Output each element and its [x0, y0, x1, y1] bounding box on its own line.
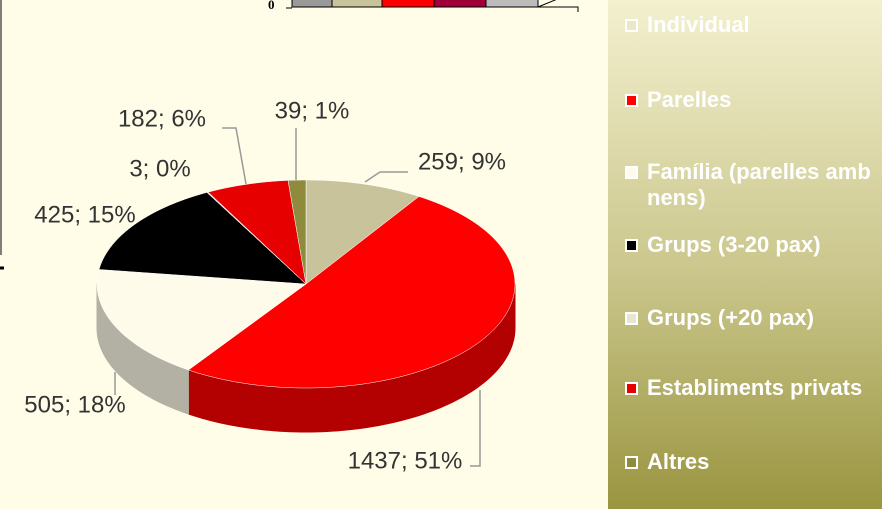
data-label: 259; 9% [418, 148, 506, 175]
partial-chart: 0 [268, 0, 579, 12]
data-label: 39; 1% [275, 97, 350, 124]
legend-label: Família (parelles amb nens) [647, 159, 871, 210]
leader-line [222, 127, 247, 185]
legend-label: Altres [647, 449, 710, 474]
legend-marker [625, 382, 638, 395]
slice [98, 192, 307, 285]
axis-tick-label: 0 [268, 0, 275, 12]
slice [207, 180, 307, 285]
legend-marker [625, 94, 638, 107]
legend-marker [625, 456, 638, 469]
leader-line [364, 171, 408, 183]
data-label: 425; 15% [34, 201, 135, 228]
legend-label: Establiments privats [647, 375, 863, 400]
slice [187, 196, 516, 389]
legend-label: Grups (3-20 pax) [647, 232, 821, 257]
legend-marker [625, 19, 638, 32]
legend-marker [625, 166, 638, 179]
data-label: 3; 0% [129, 155, 190, 182]
legend: Individual Parelles Família (parelles amb … [608, 0, 882, 509]
legend-label: Parelles [647, 87, 732, 112]
legend-marker [625, 312, 638, 325]
slice [305, 179, 420, 285]
legend-label: Grups (+20 pax) [647, 305, 814, 330]
legend-marker [625, 239, 638, 252]
slice [96, 269, 307, 371]
data-label: 1437; 51% [348, 447, 463, 474]
slice [287, 179, 307, 285]
data-label: 505; 18% [24, 391, 125, 418]
leader-line [470, 390, 481, 467]
legend-label: Individual [647, 12, 750, 37]
data-label: 182; 6% [118, 105, 206, 132]
chart: 0 259; 9% 1437; 51% 505; 18% 425; 15% 3; 0% 1… [0, 0, 579, 474]
